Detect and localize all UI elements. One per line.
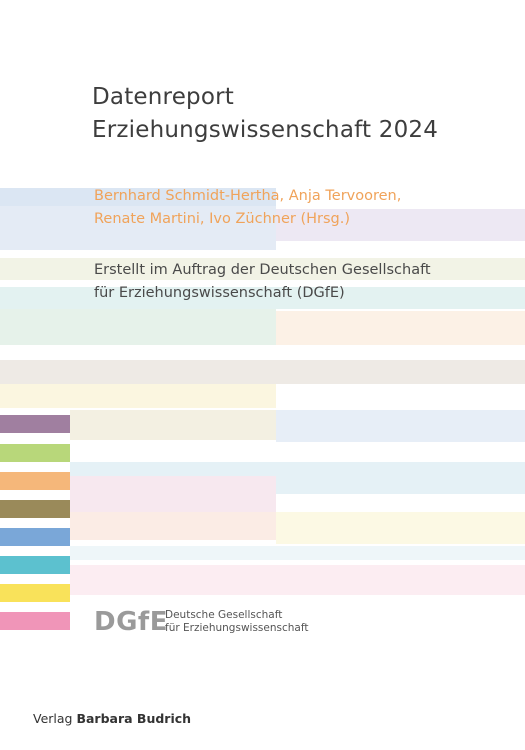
swatch-orange (0, 472, 70, 490)
band-peach-right (276, 311, 525, 345)
publisher-prefix: Verlag (33, 711, 73, 726)
band-cyan (0, 287, 525, 309)
publisher-name: Barbara Budrich (76, 711, 192, 726)
editors-line-1: Bernhard Schmidt-Hertha, Anja Tervooren, (94, 188, 402, 204)
swatch-pink (0, 612, 70, 630)
band-blue-top (0, 188, 276, 206)
band-khaki-left (70, 410, 276, 440)
band-blue-left (0, 206, 276, 250)
swatch-purple (0, 415, 70, 433)
band-mint-left (0, 309, 276, 345)
band-cream (0, 258, 525, 280)
dgfe-logo: DGfE (94, 607, 168, 637)
band-taupe (0, 360, 525, 384)
publisher: Verlag Barbara Budrich (33, 711, 191, 726)
title-line-1: Datenreport (92, 84, 234, 110)
subtitle-line-1: Erstellt im Auftrag der Deutschen Gesell… (94, 262, 431, 278)
swatch-blue (0, 528, 70, 546)
band-powder-right (276, 410, 525, 442)
band-butter-right (276, 512, 525, 544)
subtitle-line-2: für Erziehungswissenschaft (DGfE) (94, 285, 345, 301)
swatch-cyan (0, 556, 70, 574)
swatch-yellow (0, 584, 70, 602)
editors-line-2: Renate Martini, Ivo Züchner (Hrsg.) (94, 211, 350, 227)
band-blush (70, 565, 525, 595)
swatch-green (0, 444, 70, 462)
band-lavender-right (276, 209, 525, 241)
band-ice (70, 546, 525, 560)
dgfe-name-line-1: Deutsche Gesellschaft (165, 609, 283, 621)
dgfe-name-line-2: für Erziehungswissenschaft (165, 622, 309, 634)
title-line-2: Erziehungswissenschaft 2024 (92, 117, 439, 143)
band-salmon-left (70, 512, 276, 540)
band-rose-left (70, 476, 276, 512)
band-light-yellow (0, 384, 276, 408)
swatch-olive (0, 500, 70, 518)
